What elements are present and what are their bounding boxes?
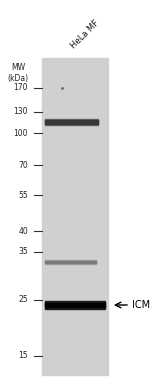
Bar [42, 58, 108, 375]
Text: 130: 130 [14, 107, 28, 117]
Text: 70: 70 [18, 161, 28, 169]
Text: 15: 15 [18, 352, 28, 361]
Text: 55: 55 [18, 191, 28, 200]
Text: 25: 25 [18, 296, 28, 305]
Text: MW: MW [11, 64, 25, 73]
Bar [45, 119, 98, 125]
Bar [45, 261, 96, 263]
Bar [45, 301, 105, 309]
Text: ICMT: ICMT [132, 300, 150, 310]
Text: 100: 100 [14, 129, 28, 137]
Text: 40: 40 [18, 227, 28, 235]
Bar [45, 303, 105, 307]
Text: HeLa MF: HeLa MF [69, 18, 100, 50]
Bar [45, 260, 96, 264]
Text: 170: 170 [14, 83, 28, 93]
Bar [45, 120, 98, 124]
Text: (kDa): (kDa) [8, 73, 29, 83]
Text: 35: 35 [18, 247, 28, 257]
